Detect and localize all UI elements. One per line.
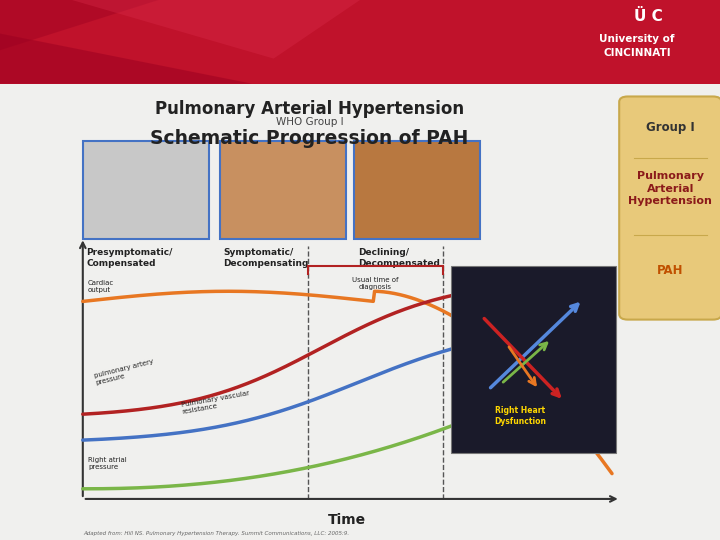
Bar [220, 141, 346, 239]
Text: Right atrial
pressure: Right atrial pressure [88, 457, 127, 470]
Text: Declining/
Decompensated: Declining/ Decompensated [358, 248, 440, 268]
Bar [83, 141, 209, 239]
Text: pulmonary artery
pressure: pulmonary artery pressure [94, 359, 156, 386]
Polygon shape [72, 0, 360, 58]
Bar [354, 141, 480, 239]
Text: Pulmonary vascular
resistance: Pulmonary vascular resistance [181, 390, 251, 415]
Bar [451, 266, 616, 454]
Text: Presymptomatic/
Compensated: Presymptomatic/ Compensated [86, 248, 173, 268]
FancyBboxPatch shape [619, 97, 720, 320]
Text: Ü C: Ü C [634, 9, 662, 24]
Text: Symptomatic/
Decompensating: Symptomatic/ Decompensating [223, 248, 309, 268]
Text: Group I: Group I [646, 120, 695, 133]
Text: University of
CINCINNATI: University of CINCINNATI [600, 33, 675, 58]
Polygon shape [0, 33, 252, 84]
Text: PAH: PAH [657, 264, 683, 277]
Text: Right Heart
Dysfunction: Right Heart Dysfunction [494, 406, 546, 426]
Text: Usual time of
diagnosis: Usual time of diagnosis [352, 276, 398, 290]
Text: Pulmonary Arterial Hypertension: Pulmonary Arterial Hypertension [155, 100, 464, 118]
Text: Schematic Progression of PAH: Schematic Progression of PAH [150, 129, 469, 149]
Text: Pulmonary
Arterial
Hypertension: Pulmonary Arterial Hypertension [629, 171, 712, 206]
Text: WHO Group I: WHO Group I [276, 117, 343, 126]
Text: Time: Time [328, 513, 366, 527]
Text: Cardiac
output: Cardiac output [88, 280, 114, 293]
Polygon shape [0, 0, 158, 50]
Text: Adapted from: Hill NS. Pulmonary Hypertension Therapy. Summit Communications, LL: Adapted from: Hill NS. Pulmonary Hyperte… [83, 531, 349, 536]
